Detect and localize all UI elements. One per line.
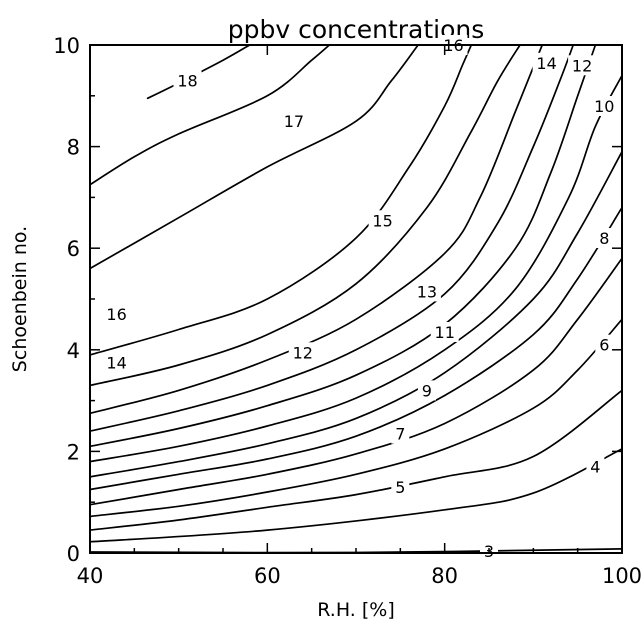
contour-labels: 3456789101112131415161718161412 — [102, 35, 619, 561]
contour-label-14-bg — [102, 352, 131, 373]
contour-label-18-bg — [173, 70, 202, 91]
contour-label-11: 11 — [435, 323, 455, 342]
contour-line-7 — [89, 257, 623, 506]
contour-line-13 — [89, 44, 544, 415]
contour-line-4 — [89, 448, 623, 543]
contour-label-extra-3-bg — [568, 55, 597, 76]
contour-line-5 — [89, 389, 623, 531]
contour-line-15 — [89, 44, 473, 356]
contour-label-8: 8 — [599, 229, 609, 248]
x-tick-label-60: 60 — [254, 564, 281, 588]
y-tick-label-2: 2 — [67, 440, 80, 464]
contour-label-7-bg — [391, 423, 410, 444]
contour-label-13-bg — [412, 281, 441, 302]
x-tick-label-40: 40 — [77, 564, 104, 588]
contour-label-14: 14 — [106, 354, 126, 373]
contour-label-4: 4 — [590, 458, 600, 477]
contour-label-10-bg — [590, 96, 619, 116]
contour-label-6-bg — [595, 334, 614, 355]
contour-label-5-bg — [391, 477, 410, 497]
y-axis-label: Schoenbein no. — [9, 226, 31, 372]
contour-label-17-bg — [279, 111, 308, 132]
contour-lines — [89, 44, 623, 554]
contour-label-4-bg — [586, 456, 605, 477]
contour-line-14 — [89, 44, 521, 387]
contour-label-16-bg — [102, 304, 131, 325]
contour-label-extra-3: 12 — [572, 56, 592, 75]
y-tick-label-4: 4 — [67, 339, 80, 363]
contour-label-11-bg — [430, 322, 459, 342]
contour-line-10 — [89, 74, 623, 463]
y-axis-ticks: 0 2 4 6 8 10 — [53, 34, 622, 566]
contour-label-extra-2: 14 — [536, 54, 556, 73]
contour-label-9: 9 — [422, 381, 432, 400]
contour-label-16: 16 — [106, 305, 126, 324]
contour-line-16 — [89, 44, 419, 270]
contour-label-12: 12 — [293, 343, 313, 362]
y-tick-label-10: 10 — [53, 34, 80, 58]
contour-line-8 — [89, 206, 623, 491]
contour-label-7: 7 — [395, 425, 405, 444]
contour-label-9-bg — [417, 380, 436, 401]
y-tick-label-0: 0 — [67, 542, 80, 566]
contour-label-15-bg — [368, 210, 397, 231]
contour-label-8-bg — [595, 228, 614, 248]
contour-line-9 — [89, 150, 623, 478]
contour-label-10: 10 — [594, 97, 614, 116]
x-tick-label-80: 80 — [431, 564, 458, 588]
y-tick-label-8: 8 — [67, 136, 80, 160]
x-tick-label-100: 100 — [602, 564, 642, 588]
contour-line-17 — [89, 44, 331, 186]
contour-label-5: 5 — [395, 478, 405, 497]
contour-label-15: 15 — [372, 211, 392, 230]
contour-label-13: 13 — [417, 282, 437, 301]
x-axis-ticks: 40 60 80 100 — [77, 45, 642, 588]
contour-line-11 — [89, 44, 597, 448]
contour-label-extra-2-bg — [532, 52, 561, 73]
contour-label-18: 18 — [177, 72, 197, 91]
contour-label-12-bg — [288, 342, 317, 363]
x-axis-label: R.H. [%] — [317, 599, 394, 621]
contour-line-12 — [89, 44, 575, 432]
contour-label-17: 17 — [284, 112, 304, 131]
contour-line-6 — [89, 318, 623, 518]
y-tick-label-6: 6 — [67, 237, 80, 261]
contour-label-6: 6 — [599, 336, 609, 355]
